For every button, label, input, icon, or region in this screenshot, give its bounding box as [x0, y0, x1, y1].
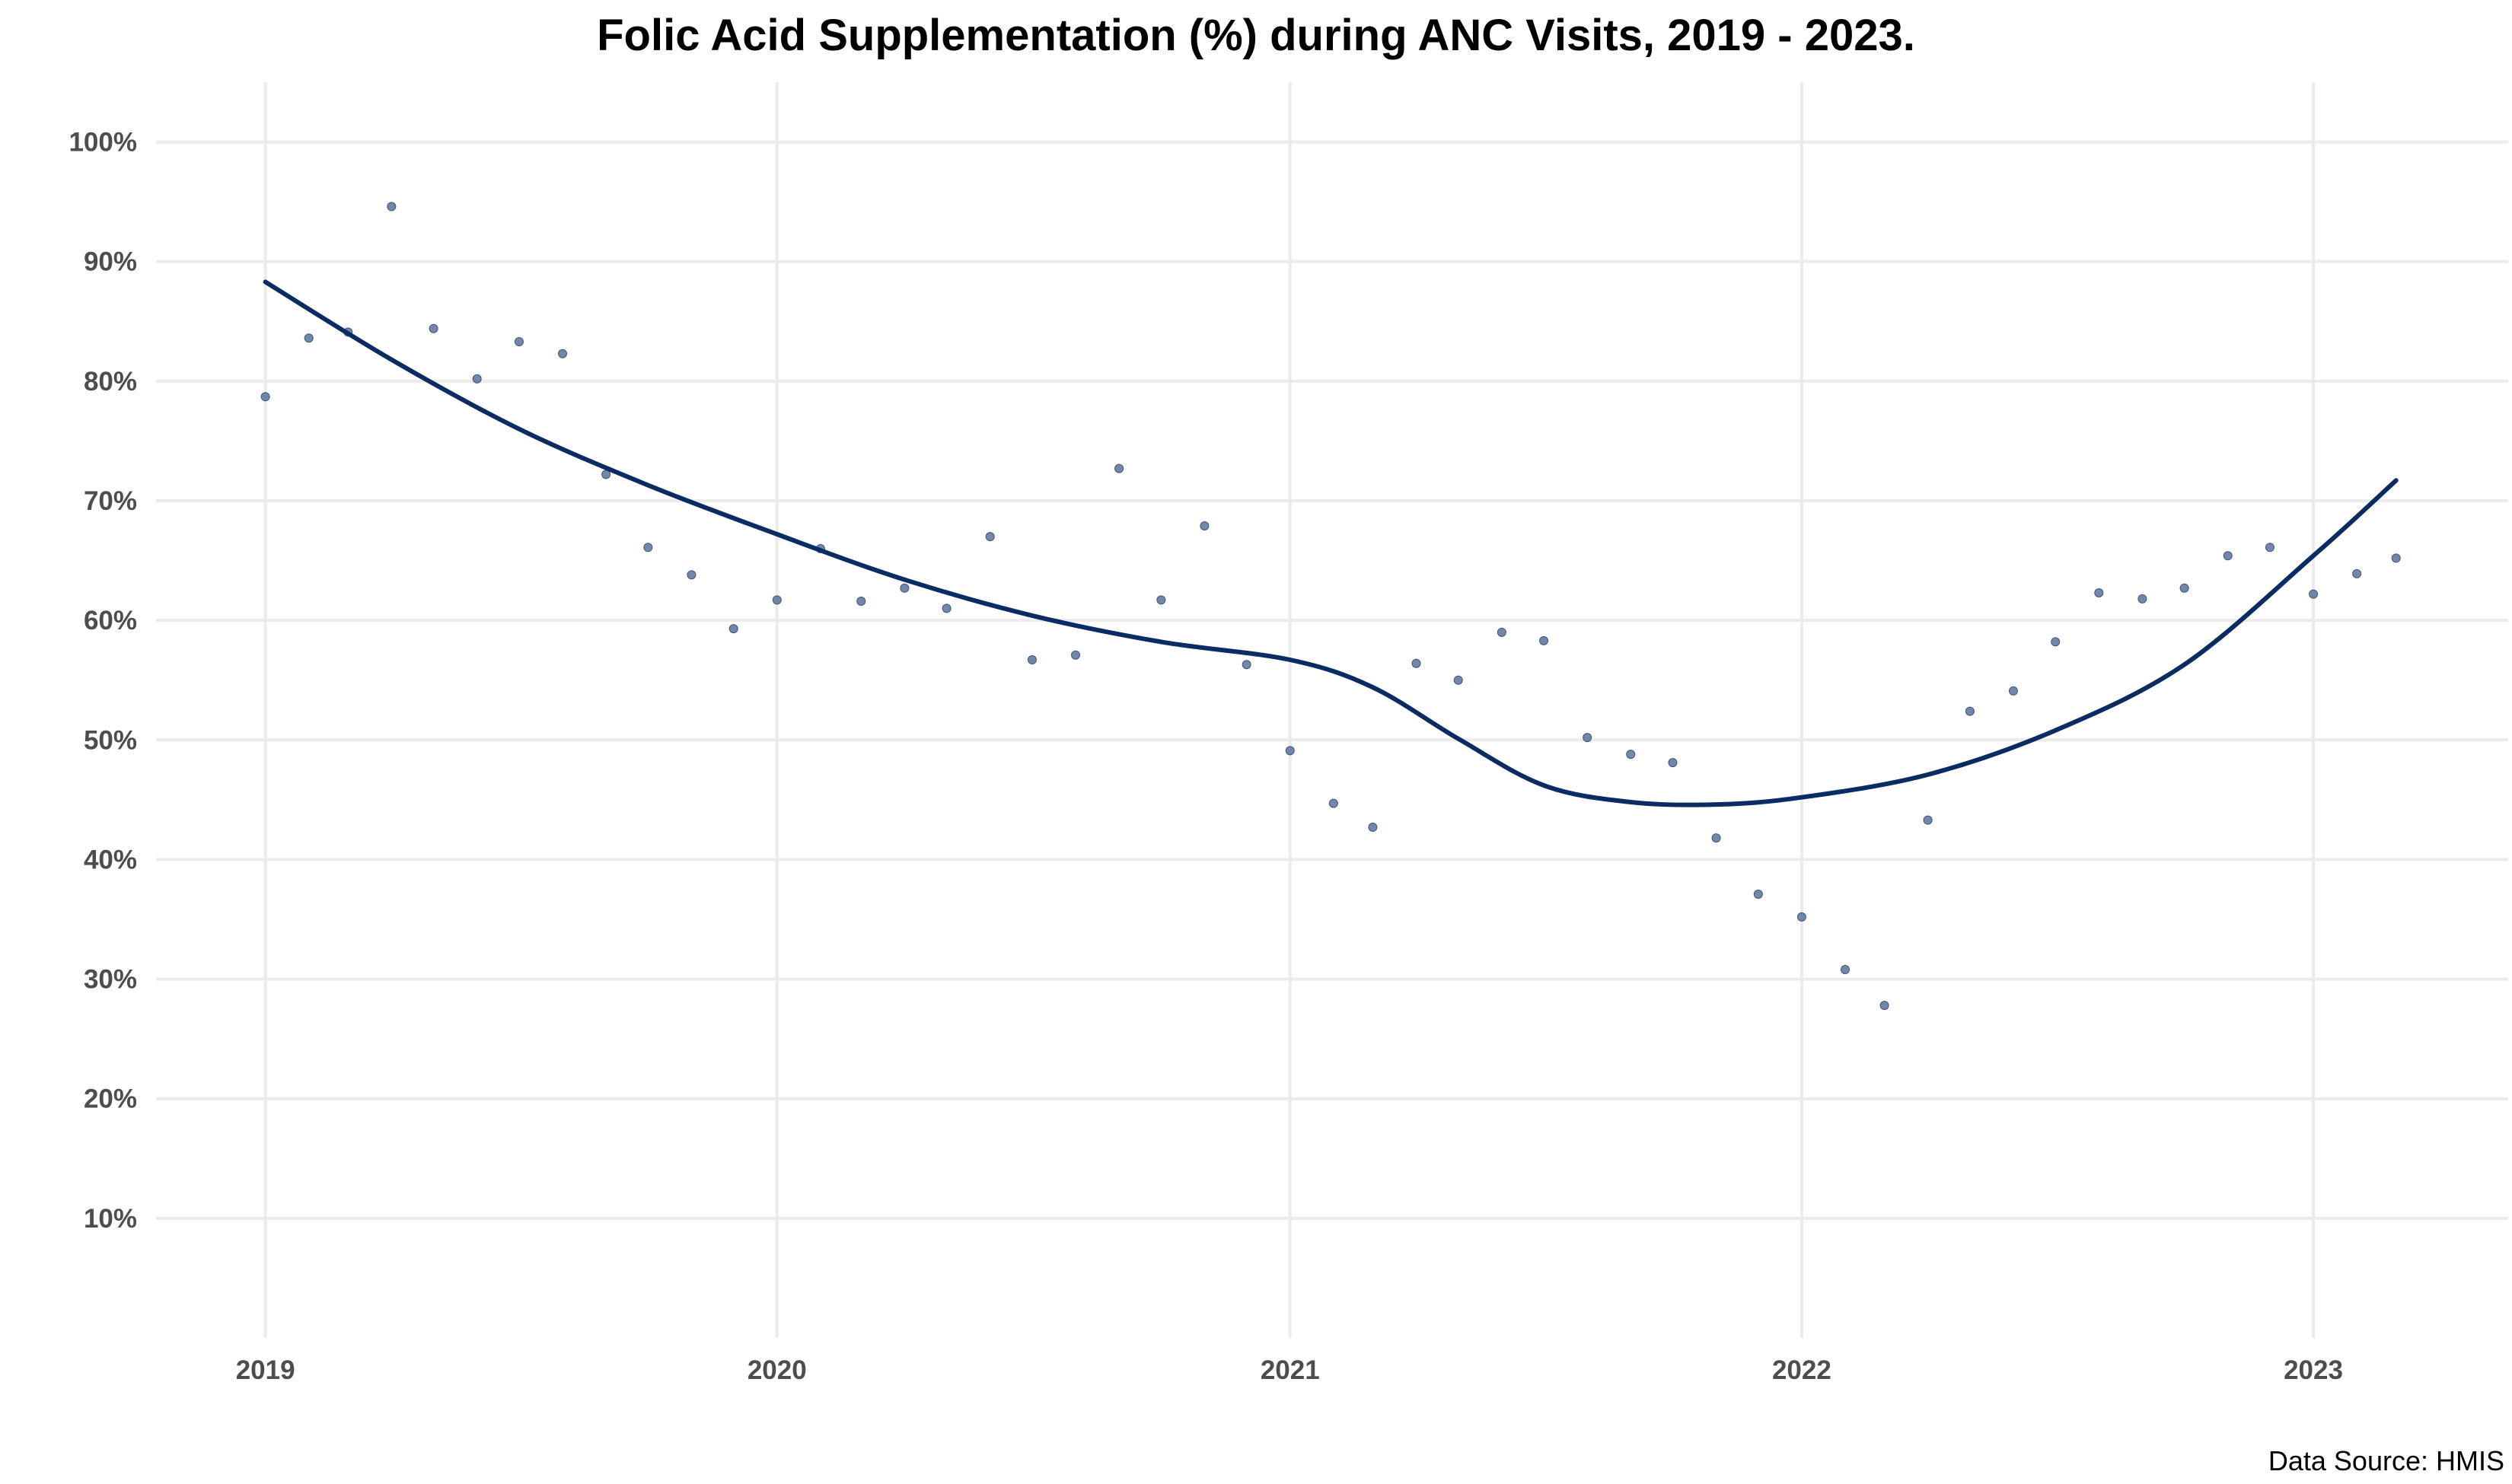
x-tick-label: 2022: [1772, 1355, 1831, 1385]
trend-line-group: [263, 279, 2399, 807]
data-point: [558, 349, 568, 358]
data-point: [2223, 551, 2233, 561]
data-point: [856, 597, 866, 606]
data-point: [472, 374, 482, 384]
data-point: [2265, 543, 2275, 553]
data-point: [1879, 1001, 1889, 1011]
data-point: [942, 603, 952, 613]
y-tick-label: 70%: [84, 486, 137, 516]
data-point: [2309, 589, 2319, 599]
data-point: [1200, 521, 1210, 530]
y-axis: 10% 20% 30% 40% 50% 60% 70% 80% 90% 100%: [69, 128, 137, 1234]
chart-caption: Data Source: HMIS: [2268, 1445, 2504, 1476]
data-point: [1453, 675, 1463, 685]
y-tick-label: 20%: [84, 1084, 137, 1114]
data-point: [2094, 588, 2104, 597]
trend-line: [263, 279, 2399, 807]
data-point: [728, 624, 738, 634]
data-point: [1923, 815, 1933, 825]
data-point: [1071, 650, 1081, 660]
data-point: [1114, 463, 1124, 473]
data-point: [304, 333, 314, 343]
data-point: [1796, 912, 1806, 922]
data-point: [1539, 635, 1549, 645]
data-point: [1753, 890, 1763, 899]
data-point: [1027, 655, 1037, 664]
y-tick-label: 40%: [84, 845, 137, 874]
data-point: [2391, 553, 2401, 563]
data-point: [900, 583, 910, 593]
data-point: [1411, 658, 1421, 668]
data-point: [429, 323, 438, 333]
data-point: [2008, 686, 2018, 696]
x-axis: 2019 2020 2021 2022 2023: [236, 1355, 2343, 1385]
data-point: [1328, 798, 1338, 808]
data-point: [2137, 594, 2147, 603]
y-tick-label: 100%: [69, 128, 137, 158]
grid: [156, 82, 2508, 1338]
data-point: [1583, 733, 1592, 743]
data-point: [1497, 627, 1506, 637]
data-point: [1285, 746, 1295, 756]
data-point: [1840, 965, 1850, 974]
data-point: [1368, 823, 1378, 832]
data-point: [601, 470, 611, 479]
data-point: [1626, 750, 1636, 760]
x-tick-label: 2023: [2284, 1355, 2343, 1385]
y-tick-label: 60%: [84, 606, 137, 635]
x-tick-label: 2019: [236, 1355, 295, 1385]
data-point: [2352, 568, 2362, 578]
data-point: [772, 595, 782, 605]
data-point: [1242, 660, 1251, 670]
y-tick-label: 10%: [84, 1204, 137, 1234]
x-tick-label: 2020: [748, 1355, 807, 1385]
data-point: [1965, 706, 1975, 716]
data-point: [2179, 583, 2189, 593]
data-points: [260, 202, 2401, 1011]
data-point: [1156, 595, 1166, 605]
data-point: [985, 532, 995, 542]
x-tick-label: 2021: [1261, 1355, 1320, 1385]
y-tick-label: 30%: [84, 965, 137, 995]
chart-title: Folic Acid Supplementation (%) during AN…: [597, 11, 1915, 60]
data-point: [2051, 637, 2061, 647]
data-point: [514, 337, 524, 346]
data-point: [260, 392, 270, 402]
y-tick-label: 50%: [84, 725, 137, 755]
y-tick-label: 90%: [84, 247, 137, 277]
data-point: [1668, 758, 1678, 768]
data-point: [387, 202, 397, 212]
y-tick-label: 80%: [84, 367, 137, 396]
data-point: [643, 543, 653, 553]
data-point: [687, 570, 697, 580]
data-point: [1711, 833, 1721, 843]
